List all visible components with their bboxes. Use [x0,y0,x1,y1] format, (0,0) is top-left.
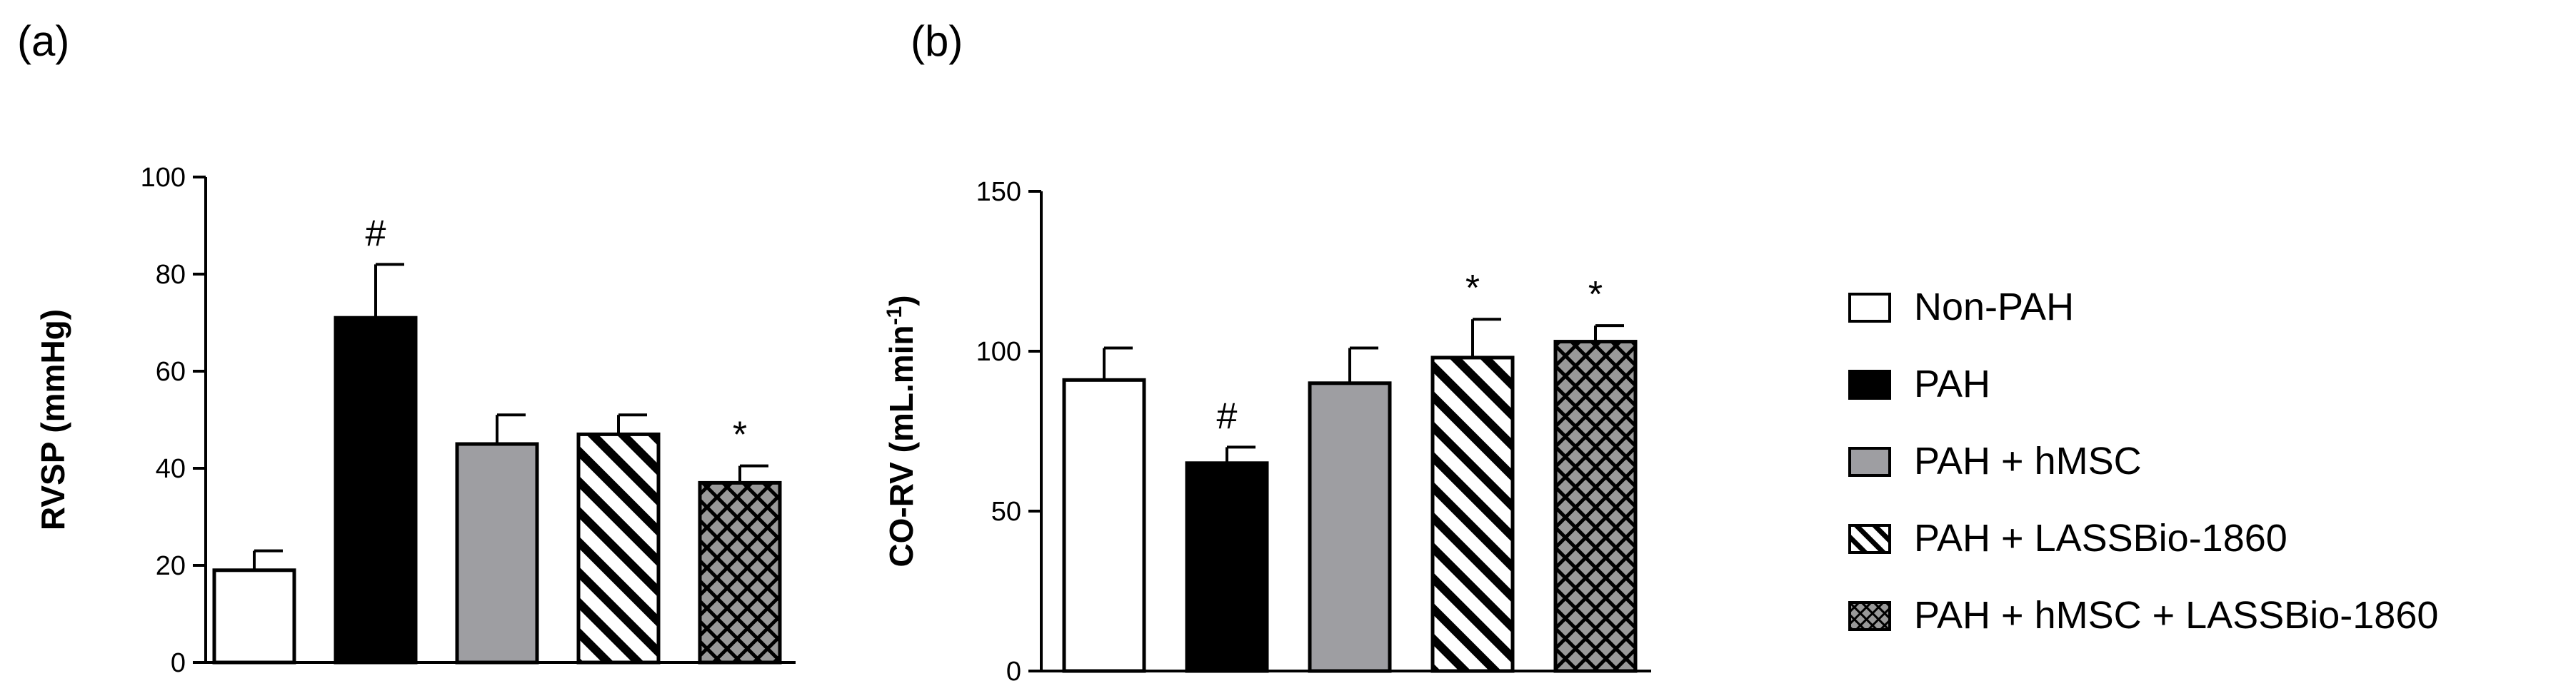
bar-non-pah [1062,378,1146,673]
bar-pah-lassbio-1860 [576,432,661,665]
significance-mark: # [366,213,386,254]
legend-label: PAH + LASSBio-1860 [1914,517,2287,560]
bar-pah [1185,461,1269,673]
y-axis-title: CO-RV (mL.min-1) [883,295,921,567]
bar-non-pah [212,568,296,665]
chart-panel-b: (b) 0 50 100 150 CO-RV (mL.min-1) # * * [883,17,1651,687]
panel-label: (a) [17,17,69,65]
y-tick-label: 60 [156,357,186,387]
legend-label: PAH [1914,363,1990,405]
bar-pah-hmsc-lassbio-1860 [698,480,782,665]
bar-pah-hmsc [1308,381,1392,673]
y-tick-label: 100 [141,163,186,193]
y-tick-label: 0 [171,648,186,678]
y-tick-label: 100 [976,337,1021,367]
y-tick-label: 150 [976,177,1021,207]
legend-swatch [1848,524,1891,554]
legend-swatch [1848,370,1891,400]
legend-swatch [1848,447,1891,477]
significance-mark: * [1465,268,1480,309]
y-tick-label: 0 [1006,657,1021,687]
y-tick-label: 80 [156,260,186,290]
y-tick-label: 40 [156,454,186,484]
significance-mark: * [1588,274,1603,316]
panel-label: (b) [911,17,963,65]
y-axis-title: RVSP (mmHg) [34,309,71,530]
legend: Non-PAH PAH PAH + hMSC PAH + LASSBio-1860 PA… [1848,286,2438,637]
y-tick-label: 20 [156,551,186,581]
bar-pah-hmsc [455,442,539,665]
legend-swatch [1848,601,1891,631]
significance-mark: # [1217,395,1238,437]
legend-label: PAH + hMSC [1914,440,2142,483]
legend-swatch [1848,293,1891,323]
y-tick-label: 50 [991,497,1021,527]
bar-pah [334,316,418,665]
chart-panel-a: (a) 0 20 40 60 80 100 RVSP (mmHg) # * [17,17,796,678]
bar-pah-hmsc-lassbio-1860 [1553,340,1638,673]
significance-mark: * [733,415,747,456]
bar-pah-lassbio-1860 [1430,355,1515,673]
legend-label: Non-PAH [1914,286,2074,328]
legend-label: PAH + hMSC + LASSBio-1860 [1914,594,2438,637]
